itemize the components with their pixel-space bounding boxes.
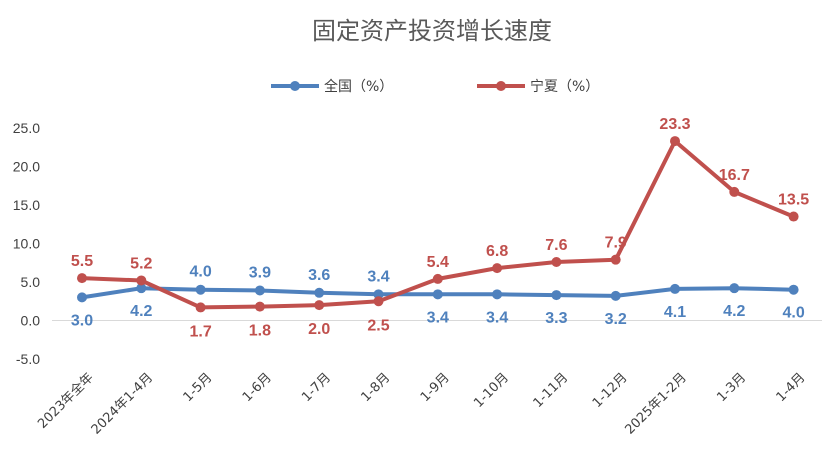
x-tick-label: 2023年全年 xyxy=(35,370,97,432)
y-axis: 25.0 20.0 15.0 10.0 5.0 0.0 -5.0 xyxy=(13,120,40,367)
data-label-nationwide: 4.2 xyxy=(130,303,152,320)
data-label-ningxia: 23.3 xyxy=(659,116,690,133)
legend-item-ningxia: 宁夏（%） xyxy=(477,78,599,95)
data-label-nationwide: 3.4 xyxy=(367,268,389,285)
data-point xyxy=(254,285,265,296)
x-tick-label: 1-3月 xyxy=(714,370,749,405)
x-tick-label: 1-8月 xyxy=(359,370,394,405)
data-label-nationwide: 4.1 xyxy=(664,304,686,321)
data-label-nationwide: 3.4 xyxy=(427,309,449,326)
data-point xyxy=(314,300,325,311)
y-tick-label: 20.0 xyxy=(13,159,40,175)
chart-title: 固定资产投资增长速度 xyxy=(312,17,552,45)
legend-item-nationwide: 全国（%） xyxy=(271,78,393,95)
x-tick-label: 1-12月 xyxy=(590,370,631,411)
legend: 全国（%） 宁夏（%） xyxy=(271,78,599,95)
data-point xyxy=(314,287,325,298)
x-tick-label: 1-5月 xyxy=(181,370,216,405)
data-point xyxy=(77,273,87,284)
data-label-ningxia: 5.5 xyxy=(71,253,93,270)
data-label-ningxia: 7.6 xyxy=(545,237,567,254)
data-label-ningxia: 1.8 xyxy=(249,323,271,340)
data-point xyxy=(373,289,384,300)
data-label-ningxia: 1.7 xyxy=(189,323,211,340)
data-label-nationwide: 3.2 xyxy=(605,311,627,328)
data-label-nationwide: 3.3 xyxy=(545,310,567,327)
data-point xyxy=(373,296,384,307)
data-point xyxy=(551,290,562,301)
x-tick-label: 1-11月 xyxy=(531,370,572,411)
data-label-ningxia: 13.5 xyxy=(778,192,809,209)
x-tick-label: 2024年1-4月 xyxy=(89,370,156,437)
data-point xyxy=(729,186,740,197)
data-point xyxy=(788,211,799,222)
legend-label-nationwide: 全国（%） xyxy=(324,78,393,95)
x-tick-label: 2025年1-2月 xyxy=(622,370,689,437)
data-point xyxy=(195,302,206,313)
data-label-ningxia: 7.9 xyxy=(605,235,627,252)
data-label-ningxia: 16.7 xyxy=(719,167,750,184)
data-point xyxy=(432,273,443,284)
data-point xyxy=(670,283,680,294)
data-point xyxy=(77,292,87,303)
data-label-nationwide: 4.2 xyxy=(723,303,745,320)
y-tick-label: 10.0 xyxy=(13,236,40,252)
legend-marker-nationwide xyxy=(290,81,300,91)
data-point xyxy=(432,289,443,300)
data-label-ningxia: 5.2 xyxy=(130,255,152,272)
legend-label-ningxia: 宁夏（%） xyxy=(530,78,599,95)
y-tick-label: 0.0 xyxy=(21,313,41,329)
data-point xyxy=(136,275,147,286)
data-label-ningxia: 2.0 xyxy=(308,321,330,338)
data-point xyxy=(136,283,147,294)
data-point xyxy=(670,136,680,147)
data-point xyxy=(195,284,206,295)
x-tick-label: 1-9月 xyxy=(418,370,453,405)
data-label-ningxia: 5.4 xyxy=(427,254,449,271)
x-tick-label: 1-6月 xyxy=(240,370,275,405)
y-tick-label: 15.0 xyxy=(13,197,40,213)
data-point xyxy=(492,263,503,274)
data-label-nationwide: 3.0 xyxy=(71,312,93,329)
legend-marker-ningxia xyxy=(496,81,506,91)
data-label-nationwide: 4.0 xyxy=(782,305,804,322)
data-label-nationwide: 3.4 xyxy=(486,309,508,326)
plot-area xyxy=(77,136,799,313)
data-point xyxy=(610,290,621,301)
data-point xyxy=(492,289,503,300)
data-point xyxy=(788,284,799,295)
x-tick-label: 1-10月 xyxy=(471,370,512,411)
x-tick-label: 1-4月 xyxy=(774,370,809,405)
y-tick-label: -5.0 xyxy=(16,351,40,367)
y-tick-label: 25.0 xyxy=(13,120,40,136)
y-tick-label: 5.0 xyxy=(21,274,41,290)
data-label-nationwide: 3.6 xyxy=(308,267,330,284)
data-label-ningxia: 2.5 xyxy=(367,317,389,334)
data-labels: 3.0 5.5 4.2 5.2 4.0 1.7 3.9 1.8 3.6 2.0 3.4 2.5 3.4 5… xyxy=(71,116,809,340)
data-label-ningxia: 6.8 xyxy=(486,243,508,260)
data-point xyxy=(610,254,621,265)
data-label-nationwide: 3.9 xyxy=(249,264,271,281)
data-point xyxy=(551,256,562,267)
x-tick-label: 1-7月 xyxy=(299,370,334,405)
data-point xyxy=(254,301,265,312)
data-label-nationwide: 4.0 xyxy=(189,264,211,281)
data-point xyxy=(729,283,740,294)
